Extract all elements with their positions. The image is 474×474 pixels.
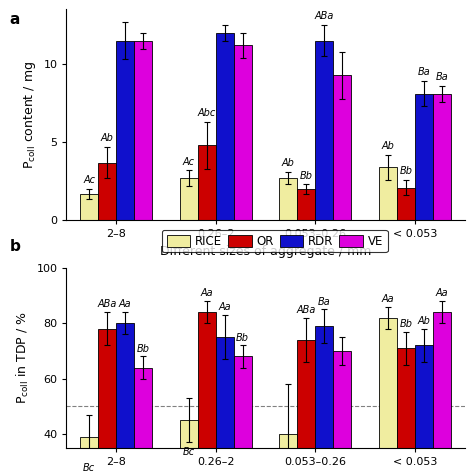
Text: ABa: ABa <box>314 11 334 21</box>
Y-axis label: P$_{\mathrm{coll}}$ content / mg: P$_{\mathrm{coll}}$ content / mg <box>22 61 38 169</box>
Bar <box>116 323 134 474</box>
Text: ABa: ABa <box>297 305 316 315</box>
Bar <box>433 94 451 220</box>
Text: b: b <box>9 239 20 255</box>
Bar <box>333 351 351 474</box>
Bar <box>297 189 315 220</box>
Text: Ac: Ac <box>83 175 95 185</box>
Bar <box>134 367 152 474</box>
Bar <box>397 348 415 474</box>
Bar <box>234 46 252 220</box>
Bar <box>315 41 333 220</box>
Text: Abc: Abc <box>198 108 216 118</box>
Text: Ab: Ab <box>101 133 114 143</box>
Text: Bc: Bc <box>83 463 95 473</box>
Y-axis label: P$_{\mathrm{coll}}$ in TDP / %: P$_{\mathrm{coll}}$ in TDP / % <box>15 311 31 404</box>
Bar <box>415 346 433 474</box>
Text: Aa: Aa <box>435 288 448 298</box>
Bar <box>180 420 198 474</box>
Text: Aa: Aa <box>382 294 394 304</box>
Bar <box>379 167 397 220</box>
X-axis label: Different sizes of aggregate / mm: Different sizes of aggregate / mm <box>160 245 371 258</box>
Bar <box>415 94 433 220</box>
Bar <box>433 312 451 474</box>
Bar <box>397 188 415 220</box>
Text: Ab: Ab <box>382 141 394 151</box>
Text: Ba: Ba <box>435 72 448 82</box>
Bar <box>379 318 397 474</box>
Text: Ab: Ab <box>417 316 430 326</box>
Text: Bb: Bb <box>300 171 313 181</box>
Bar <box>80 437 98 474</box>
Text: Aa: Aa <box>219 302 231 312</box>
Text: Bc: Bc <box>183 447 195 456</box>
Text: Bb: Bb <box>399 166 412 176</box>
Bar <box>234 356 252 474</box>
Text: Bb: Bb <box>137 344 149 354</box>
Text: a: a <box>9 12 20 27</box>
Bar <box>216 33 234 220</box>
Text: ABa: ABa <box>98 300 117 310</box>
Text: Ba: Ba <box>318 297 330 307</box>
Text: Ac: Ac <box>183 156 195 166</box>
Bar <box>198 312 216 474</box>
Bar <box>333 75 351 220</box>
Bar <box>116 41 134 220</box>
Bar <box>279 434 297 474</box>
Bar <box>297 340 315 474</box>
Text: Bb: Bb <box>399 319 412 329</box>
Text: Ab: Ab <box>282 158 295 168</box>
Legend: RICE, OR, RDR, VE: RICE, OR, RDR, VE <box>162 230 388 253</box>
Text: Bb: Bb <box>236 333 249 343</box>
Bar <box>180 178 198 220</box>
Text: Aa: Aa <box>201 288 213 298</box>
Text: Ba: Ba <box>417 67 430 77</box>
Bar <box>315 326 333 474</box>
Text: Aa: Aa <box>119 300 131 310</box>
Bar <box>279 178 297 220</box>
Bar <box>216 337 234 474</box>
Bar <box>80 194 98 220</box>
Bar <box>98 163 116 220</box>
Bar <box>98 329 116 474</box>
Bar <box>198 146 216 220</box>
Bar <box>134 41 152 220</box>
